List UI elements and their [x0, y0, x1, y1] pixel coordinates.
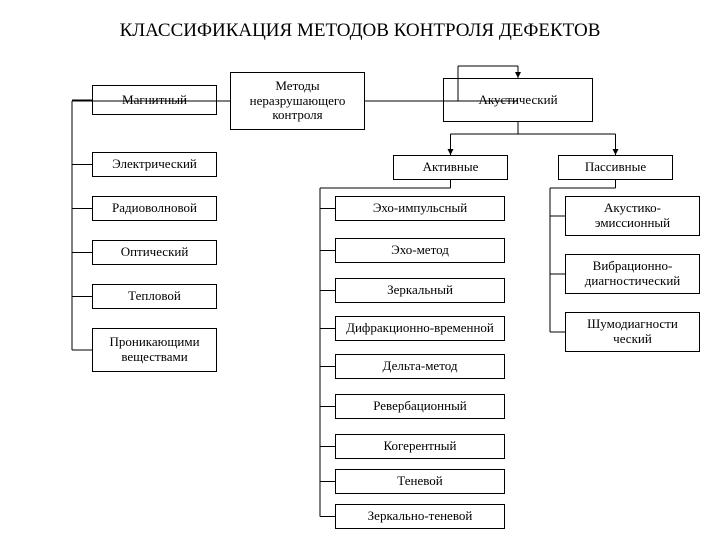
node-active-method-8: Зеркально-теневой — [335, 504, 505, 529]
node-active-method-1: Эхо-метод — [335, 238, 505, 263]
node-active-method-3: Дифракционно-временной — [335, 316, 505, 341]
node-acoustic: Акустический — [443, 78, 593, 122]
node-passive-method-0: Акустико-эмиссионный — [565, 196, 700, 236]
diagram-title: КЛАССИФИКАЦИЯ МЕТОДОВ КОНТРОЛЯ ДЕФЕКТОВ — [0, 20, 720, 42]
node-left-2: Радиоволновой — [92, 196, 217, 221]
node-active-method-4: Дельта-метод — [335, 354, 505, 379]
node-root: Методы неразрушающего контроля — [230, 72, 365, 130]
node-active-method-7: Теневой — [335, 469, 505, 494]
node-left-1: Электрический — [92, 152, 217, 177]
node-left-4: Тепловой — [92, 284, 217, 309]
node-active-method-2: Зеркальный — [335, 278, 505, 303]
node-active-method-5: Ревербационный — [335, 394, 505, 419]
node-left-5: Проникающими веществами — [92, 328, 217, 372]
node-passive-method-1: Вибрационно-диагностический — [565, 254, 700, 294]
node-active-method-6: Когерентный — [335, 434, 505, 459]
node-active-method-0: Эхо-импульсный — [335, 196, 505, 221]
node-active: Активные — [393, 155, 508, 180]
node-passive: Пассивные — [558, 155, 673, 180]
node-left-3: Оптический — [92, 240, 217, 265]
node-left-0: Магнитный — [92, 85, 217, 115]
node-passive-method-2: Шумодиагности ческий — [565, 312, 700, 352]
